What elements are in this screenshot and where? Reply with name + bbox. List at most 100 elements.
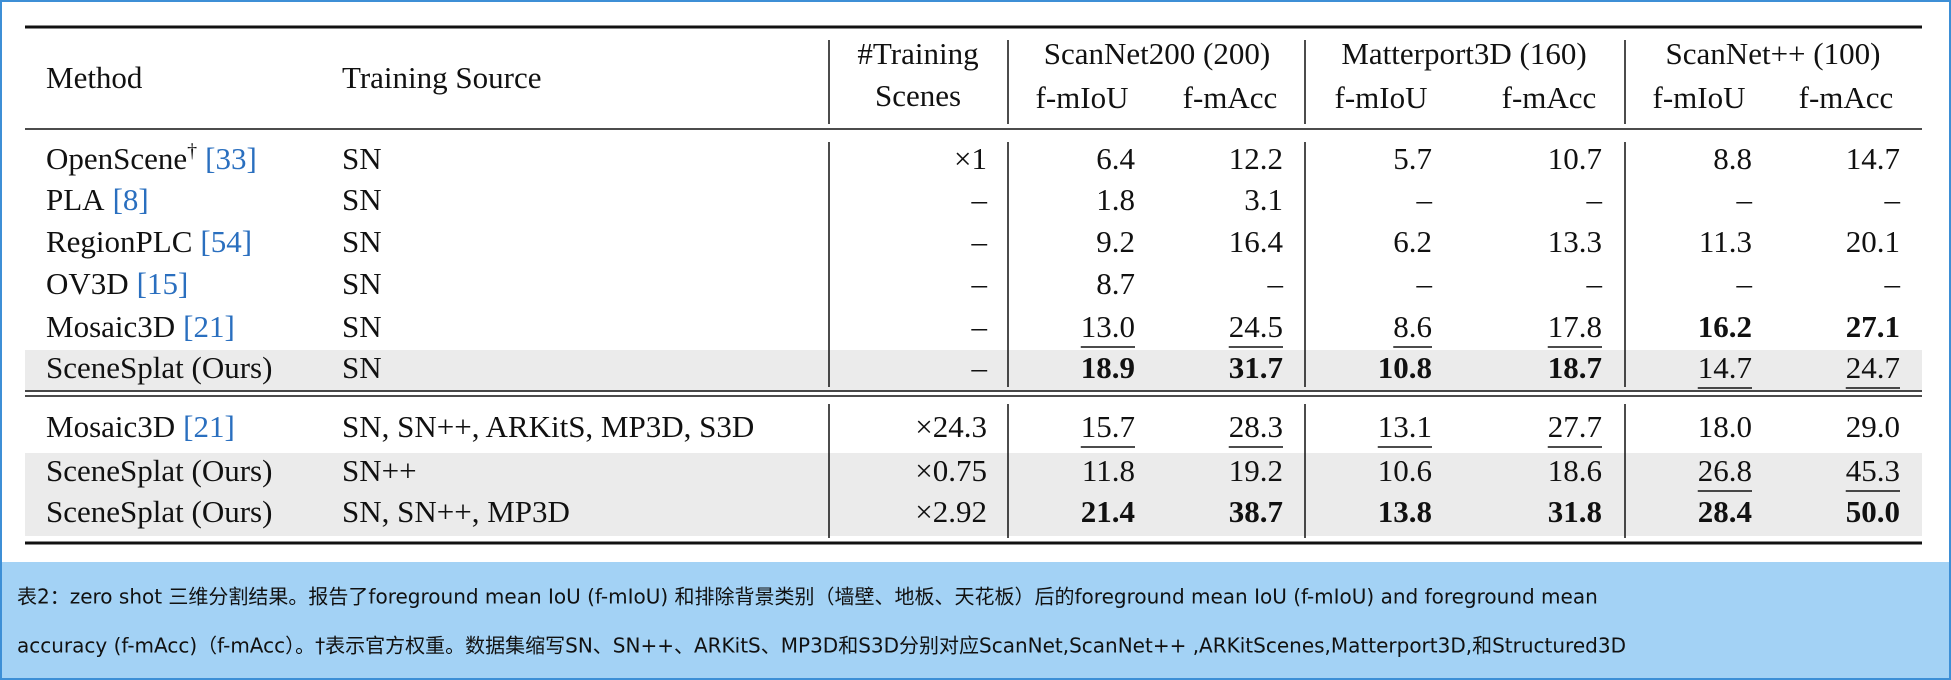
method-name: SceneSplat (Ours) [46, 350, 272, 385]
method-ref: [8] [113, 182, 149, 217]
cell: 28.3 [1229, 409, 1283, 444]
cell: 8.8 [1713, 141, 1752, 176]
method-ref: [21] [183, 409, 235, 444]
cell: – [1586, 266, 1603, 301]
cell: 1.8 [1096, 182, 1135, 217]
cell: 13.1 [1378, 409, 1432, 444]
method-name: OpenScene [46, 141, 187, 176]
cell: – [971, 309, 988, 344]
cell: 11.3 [1699, 224, 1752, 259]
cell: 12.2 [1229, 141, 1283, 176]
cell: 16.4 [1229, 224, 1284, 259]
cell: 20.1 [1846, 224, 1900, 259]
header: Scenes [875, 78, 961, 113]
method-ref: [33] [205, 141, 257, 176]
method-name: SceneSplat (Ours) [46, 494, 272, 529]
cell: 19.2 [1229, 453, 1283, 488]
metric-header: f-mIoU [1653, 80, 1746, 115]
cell: 14.7 [1698, 350, 1752, 385]
header: Method [46, 60, 143, 95]
cell: 27.7 [1548, 409, 1602, 444]
cell: 18.6 [1548, 453, 1602, 488]
method: Mosaic3D [21] [46, 409, 235, 444]
cell: – [971, 350, 988, 385]
cell: 14.7 [1846, 141, 1900, 176]
group-header: ScanNet++ (100) [1666, 36, 1881, 71]
header: #Training [857, 36, 978, 71]
cell: 17.8 [1548, 309, 1602, 344]
method: OpenScene† [33] [46, 140, 257, 177]
method-name: RegionPLC [46, 224, 192, 259]
shade-layer [25, 350, 1922, 536]
cell: ×24.3 [915, 409, 987, 444]
row-shade [25, 494, 1922, 536]
method-name: PLA [46, 182, 105, 217]
cell: 15.7 [1081, 409, 1135, 444]
cell: 6.2 [1393, 224, 1432, 259]
source: SN, SN++, ARKitS, MP3D, S3D [342, 409, 754, 444]
cell: 27.1 [1846, 309, 1900, 344]
source: SN [342, 309, 382, 344]
method-ref: [54] [200, 224, 252, 259]
method-sup: † [187, 140, 197, 162]
cell: – [1416, 182, 1433, 217]
cell: – [1736, 182, 1753, 217]
cell: 24.7 [1846, 350, 1900, 385]
cell: 26.8 [1698, 453, 1752, 488]
cell: 10.7 [1548, 141, 1602, 176]
method: SceneSplat (Ours) [46, 350, 272, 385]
cell: 13.0 [1081, 309, 1135, 344]
group-header: Matterport3D (160) [1341, 36, 1586, 71]
cell: 13.8 [1378, 494, 1432, 529]
caption-band [2, 562, 1949, 678]
caption-line: accuracy (f-mAcc)（f-mAcc）。†表示官方权重。数据集缩写S… [17, 634, 1626, 658]
cell: 16.2 [1698, 309, 1752, 344]
cell: 13.3 [1548, 224, 1602, 259]
method-ref: [21] [183, 309, 235, 344]
cell: 5.7 [1393, 141, 1432, 176]
source: SN [342, 350, 382, 385]
cell: – [1586, 182, 1603, 217]
cell: – [971, 266, 988, 301]
cell: – [1267, 266, 1284, 301]
method: OV3D [15] [46, 266, 188, 301]
cell: – [971, 182, 988, 217]
cell: – [1416, 266, 1433, 301]
cell: 3.1 [1244, 182, 1283, 217]
cell: 50.0 [1846, 494, 1900, 529]
cell: – [1884, 182, 1901, 217]
cell: 18.0 [1698, 409, 1752, 444]
method: SceneSplat (Ours) [46, 494, 272, 529]
source: SN [342, 224, 382, 259]
cell: ×0.75 [915, 453, 987, 488]
source: SN, SN++, MP3D [342, 494, 570, 529]
method-ref: [15] [137, 266, 189, 301]
method: RegionPLC [54] [46, 224, 252, 259]
cell: – [1884, 266, 1901, 301]
cell: 10.6 [1378, 453, 1432, 488]
metric-header: f-mAcc [1502, 80, 1597, 115]
source: SN [342, 182, 382, 217]
cell: 8.6 [1393, 309, 1432, 344]
row-shade [25, 350, 1922, 392]
cell: 38.7 [1229, 494, 1283, 529]
cell: 21.4 [1081, 494, 1135, 529]
cell: 18.9 [1081, 350, 1135, 385]
method-name: OV3D [46, 266, 129, 301]
cell: – [1736, 266, 1753, 301]
method-name: Mosaic3D [46, 309, 175, 344]
cell: 24.5 [1229, 309, 1283, 344]
cell: 10.8 [1378, 350, 1432, 385]
cell: 11.8 [1082, 453, 1135, 488]
metric-header: f-mIoU [1036, 80, 1129, 115]
metric-header: f-mAcc [1799, 80, 1894, 115]
source: SN [342, 141, 382, 176]
cell: 18.7 [1548, 350, 1602, 385]
cell: 28.4 [1698, 494, 1752, 529]
method: PLA [8] [46, 182, 149, 217]
cell: 29.0 [1846, 409, 1900, 444]
cell: ×1 [954, 141, 987, 176]
cell: ×2.92 [915, 494, 987, 529]
metric-header: f-mAcc [1183, 80, 1278, 115]
